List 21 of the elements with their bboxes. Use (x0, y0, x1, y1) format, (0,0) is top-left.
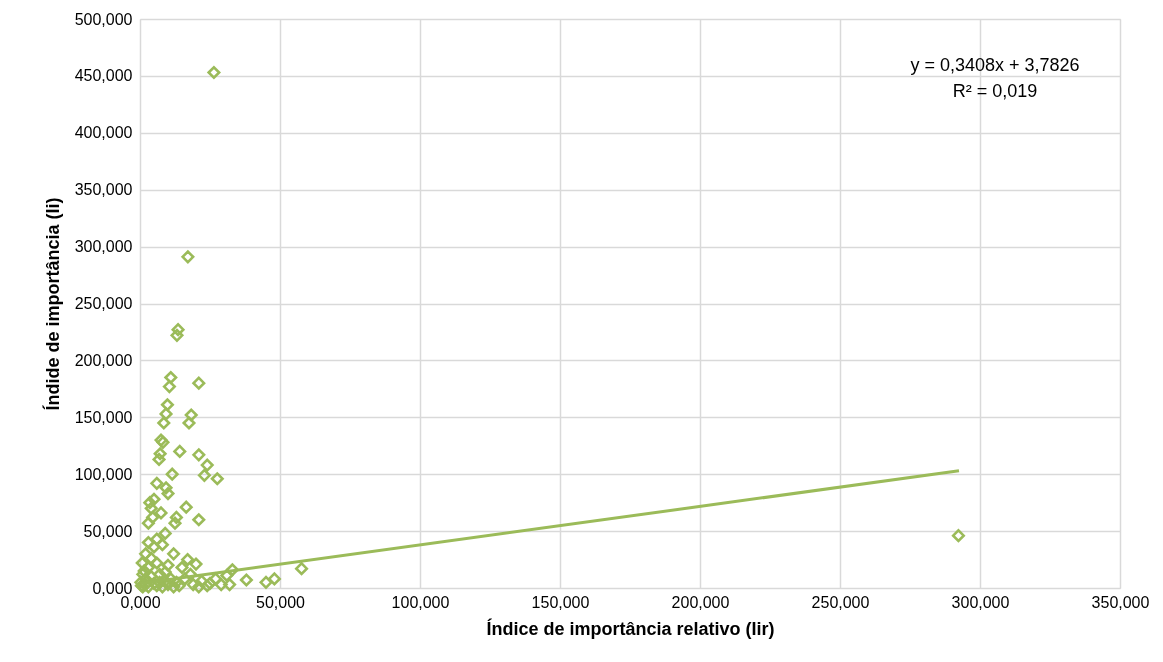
y-tick-label: 400,000 (74, 124, 133, 142)
x-tick-label: 250,000 (811, 593, 870, 611)
x-tick-label: 50,000 (256, 593, 306, 611)
annotation: R² = 0,019 (952, 81, 1038, 101)
y-tick-label: 450,000 (74, 67, 133, 85)
annotation: y = 0,3408x + 3,7826 (910, 55, 1080, 75)
x-tick-label: 200,000 (671, 593, 730, 611)
x-tick-label: 300,000 (951, 593, 1010, 611)
y-tick-label: 350,000 (74, 181, 133, 199)
y-tick-label: 150,000 (74, 408, 133, 426)
y-tick-label: 500,000 (74, 10, 133, 28)
x-axis-title: Índice de importância relativo (Iir) (486, 617, 775, 639)
y-tick-label: 300,000 (74, 238, 133, 256)
y-tick-label: 100,000 (74, 465, 133, 483)
x-tick-label: 150,000 (531, 593, 590, 611)
y-tick-label: 50,000 (83, 522, 133, 540)
y-tick-label: 200,000 (74, 351, 133, 369)
y-tick-label: 250,000 (74, 295, 133, 312)
x-tick-label: 100,000 (391, 593, 450, 611)
y-axis-title: Índide de importância (Ii) (41, 197, 63, 411)
x-tick-label: 350,000 (1091, 593, 1150, 611)
